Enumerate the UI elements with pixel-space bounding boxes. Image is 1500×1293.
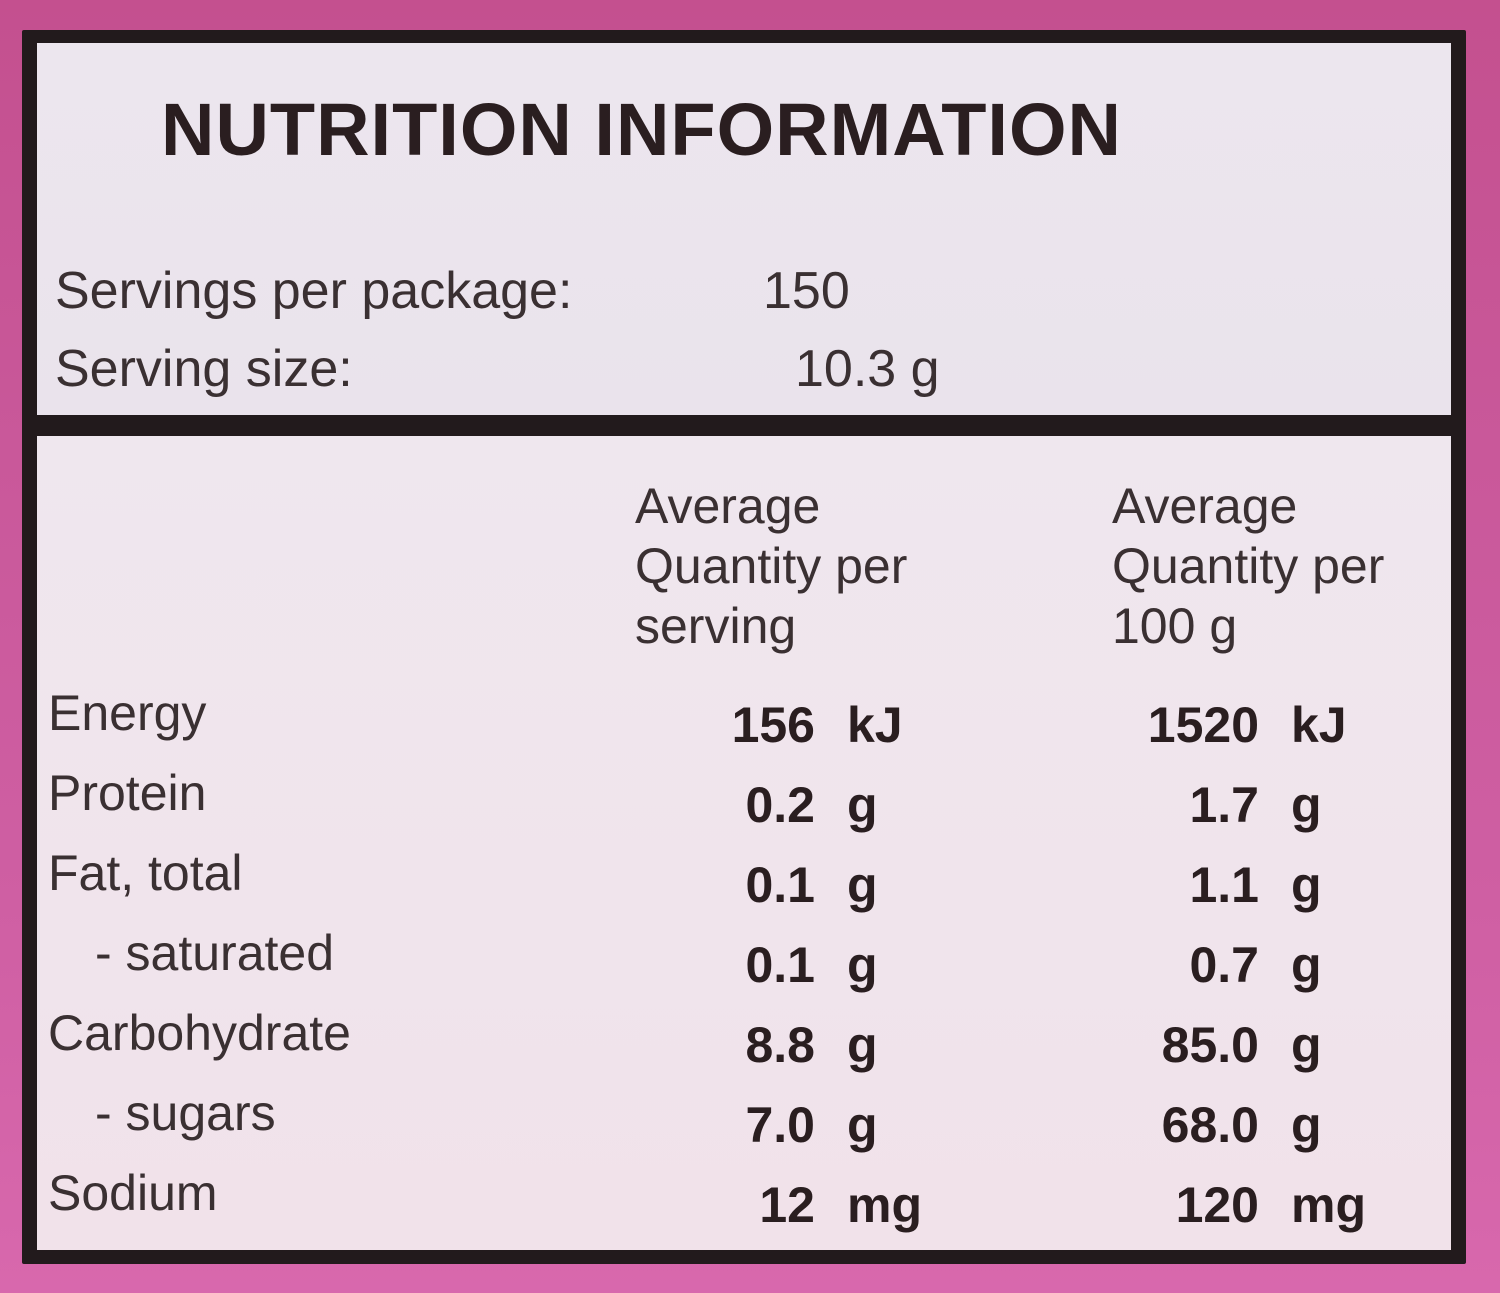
- column-header-line: Quantity per: [1112, 538, 1385, 594]
- carbohydrate-per-serving-value: 8.8: [745, 1017, 815, 1073]
- nutrient-label-fat-total: Fat, total: [48, 845, 243, 901]
- servings-per-package-label: Servings per package:: [55, 262, 573, 320]
- serving-size-value: 10.3 g: [795, 340, 940, 398]
- saturated-per-100g-value: 0.7: [1189, 937, 1259, 993]
- nutrient-label-saturated: - saturated: [95, 925, 335, 981]
- protein-per-serving-value: 0.2: [745, 777, 815, 833]
- column-header-line: Average: [635, 478, 821, 534]
- nutrition-label: NUTRITION INFORMATION Servings per packa…: [22, 30, 1466, 1264]
- column-header-line: Quantity per: [635, 538, 908, 594]
- column-header-per-100g: Average Quantity per 100 g: [1112, 476, 1384, 656]
- sodium-per-100g-value: 120: [1175, 1177, 1259, 1233]
- carbohydrate-per-100g-value: 85.0: [1161, 1017, 1259, 1073]
- sodium-per-serving-unit: mg: [847, 1177, 922, 1233]
- column-header-line: serving: [635, 598, 797, 654]
- sugars-per-serving-value: 7.0: [745, 1097, 815, 1153]
- nutrient-label-protein: Protein: [48, 765, 207, 821]
- energy-per-serving-unit: kJ: [847, 697, 903, 753]
- sugars-per-100g-unit: g: [1291, 1097, 1322, 1153]
- nutrient-label-sodium: Sodium: [48, 1165, 218, 1221]
- serving-size-label: Serving size:: [55, 340, 353, 398]
- fat-total-per-serving-unit: g: [847, 857, 878, 913]
- header-section: NUTRITION INFORMATION Servings per packa…: [37, 43, 1451, 415]
- nutrients-table: Average Quantity per serving Average Qua…: [37, 436, 1451, 1250]
- saturated-per-serving-unit: g: [847, 937, 878, 993]
- saturated-per-serving-value: 0.1: [745, 937, 815, 993]
- energy-per-100g-unit: kJ: [1291, 697, 1347, 753]
- fat-total-per-serving-value: 0.1: [745, 857, 815, 913]
- nutrient-label-energy: Energy: [48, 685, 207, 741]
- page-title: NUTRITION INFORMATION: [161, 88, 1122, 171]
- column-header-per-serving: Average Quantity per serving: [635, 476, 907, 656]
- sugars-per-100g-value: 68.0: [1161, 1097, 1259, 1153]
- protein-per-100g-value: 1.7: [1189, 777, 1259, 833]
- fat-total-per-100g-value: 1.1: [1189, 857, 1259, 913]
- nutrient-label-carbohydrate: Carbohydrate: [48, 1005, 351, 1061]
- servings-per-package-value: 150: [763, 262, 850, 320]
- carbohydrate-per-100g-unit: g: [1291, 1017, 1322, 1073]
- sodium-per-serving-value: 12: [759, 1177, 815, 1233]
- sugars-per-serving-unit: g: [847, 1097, 878, 1153]
- carbohydrate-per-serving-unit: g: [847, 1017, 878, 1073]
- nutrient-label-sugars: - sugars: [95, 1085, 276, 1141]
- fat-total-per-100g-unit: g: [1291, 857, 1322, 913]
- protein-per-serving-unit: g: [847, 777, 878, 833]
- energy-per-100g-value: 1520: [1147, 697, 1259, 753]
- column-header-line: Average: [1112, 478, 1298, 534]
- sodium-per-100g-unit: mg: [1291, 1177, 1366, 1233]
- energy-per-serving-value: 156: [731, 697, 815, 753]
- protein-per-100g-unit: g: [1291, 777, 1322, 833]
- saturated-per-100g-unit: g: [1291, 937, 1322, 993]
- column-header-line: 100 g: [1112, 598, 1238, 654]
